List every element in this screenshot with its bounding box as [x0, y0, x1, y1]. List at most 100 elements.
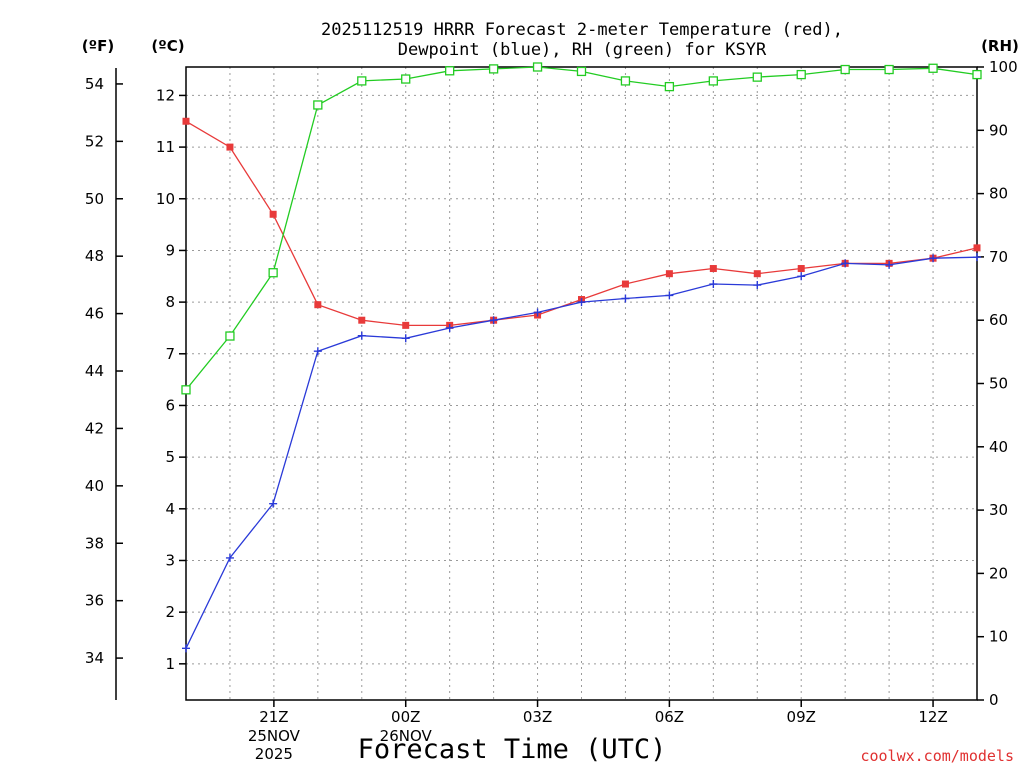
relative-humidity-point — [620, 76, 631, 86]
fahrenheit-tick-label: 34 — [85, 649, 104, 667]
x-tick-label: 06Z — [655, 708, 684, 726]
relative-humidity-point — [225, 331, 235, 341]
2-meter-temperature-point — [226, 143, 234, 151]
relative-humidity-point — [972, 69, 982, 80]
celsius-tick-label: 12 — [156, 86, 175, 104]
fahrenheit-unit-label: (ºF) — [82, 37, 114, 55]
fahrenheit-tick-label: 36 — [85, 592, 104, 610]
fahrenheit-tick-label: 52 — [85, 132, 104, 150]
rh-tick-label: 50 — [989, 375, 1008, 393]
x-tick-label: 03Z — [523, 708, 552, 726]
fahrenheit-tick-label: 42 — [85, 419, 104, 437]
x-axis-label: Forecast Time (UTC) — [358, 734, 667, 765]
rh-unit-label: (RH) — [981, 37, 1019, 55]
2-meter-temperature-point — [314, 301, 322, 309]
grid-layer — [186, 67, 977, 700]
dewpoint-point — [885, 260, 894, 269]
2-meter-temperature-point — [269, 210, 277, 218]
series-layer — [181, 62, 982, 653]
celsius-tick-label: 7 — [165, 345, 175, 363]
fahrenheit-tick-label: 40 — [85, 477, 104, 495]
2-meter-temperature-point — [358, 316, 366, 324]
fahrenheit-tick-label: 50 — [85, 190, 104, 208]
dewpoint-point — [489, 316, 498, 325]
x-tick-year-label: 2025 — [255, 745, 293, 763]
plot-frame — [185, 66, 978, 701]
x-tick-date-label: 25NOV — [248, 727, 301, 745]
relative-humidity-point — [928, 63, 938, 73]
dewpoint-point — [665, 291, 674, 300]
dewpoint-point — [313, 347, 322, 356]
2-meter-temperature-point — [621, 280, 629, 288]
rh-tick-label: 20 — [989, 564, 1008, 582]
axis-layer: 1234567891011123436384042444648505254010… — [85, 58, 1018, 763]
rh-tick-label: 70 — [989, 248, 1008, 266]
relative-humidity-point — [488, 64, 499, 74]
x-tick-label: 12Z — [918, 708, 947, 726]
dewpoint-point — [577, 298, 586, 307]
relative-humidity-point — [796, 69, 806, 80]
rh-tick-label: 0 — [989, 691, 999, 709]
relative-humidity-point — [181, 385, 191, 395]
dewpoint-point — [709, 280, 718, 289]
dewpoint-point — [621, 294, 630, 303]
fahrenheit-tick-label: 54 — [85, 75, 104, 93]
dewpoint-point — [182, 644, 190, 653]
relative-humidity-point — [313, 100, 323, 110]
rh-tick-label: 40 — [989, 438, 1008, 456]
relative-humidity-point — [752, 72, 762, 82]
dewpoint-point — [225, 553, 234, 562]
rh-tick-label: 80 — [989, 185, 1008, 203]
celsius-tick-label: 6 — [165, 396, 175, 414]
dewpoint-point — [401, 334, 410, 343]
relative-humidity-point — [268, 268, 278, 278]
chart-title-line1: 2025112519 HRRR Forecast 2-meter Tempera… — [321, 20, 843, 40]
fahrenheit-tick-label: 38 — [85, 534, 104, 552]
dewpoint-point — [445, 323, 454, 332]
relative-humidity-point — [445, 66, 455, 76]
dewpoint-point — [841, 259, 850, 268]
2-meter-temperature-point — [709, 265, 717, 273]
relative-humidity-point — [884, 64, 894, 75]
relative-humidity-point — [357, 76, 367, 86]
dewpoint-point — [973, 253, 981, 262]
x-tick-label: 09Z — [787, 708, 816, 726]
celsius-tick-label: 10 — [156, 190, 175, 208]
relative-humidity-point — [708, 76, 718, 86]
rh-tick-label: 10 — [989, 628, 1008, 646]
credit-text: coolwx.com/models — [860, 747, 1014, 765]
2-meter-temperature-point — [973, 244, 981, 252]
rh-tick-label: 60 — [989, 311, 1008, 329]
relative-humidity-point — [576, 66, 587, 77]
rh-tick-label: 100 — [989, 58, 1018, 76]
celsius-tick-label: 8 — [165, 293, 175, 311]
2-meter-temperature-point — [402, 321, 410, 329]
2-meter-temperature-point — [182, 117, 190, 125]
celsius-tick-label: 11 — [156, 138, 175, 156]
rh-tick-label: 90 — [989, 121, 1008, 139]
relative-humidity-point — [532, 62, 543, 72]
dewpoint-point — [533, 308, 542, 317]
celsius-tick-label: 3 — [165, 551, 175, 569]
x-tick-label: 21Z — [259, 708, 288, 726]
dewpoint-point — [929, 254, 938, 263]
dewpoint-point — [269, 499, 278, 508]
rh-tick-label: 30 — [989, 501, 1008, 519]
dewpoint-point — [797, 272, 806, 281]
dewpoint-point — [753, 281, 762, 290]
celsius-tick-label: 9 — [165, 241, 175, 259]
2-meter-temperature-point — [665, 270, 673, 278]
chart-title-line2: Dewpoint (blue), RH (green) for KSYR — [398, 40, 767, 60]
relative-humidity-point — [664, 81, 675, 92]
relative-humidity-point — [401, 74, 411, 84]
relative-humidity-point — [840, 64, 850, 75]
celsius-tick-label: 2 — [165, 603, 175, 621]
celsius-tick-label: 5 — [165, 448, 175, 466]
dewpoint-point — [357, 331, 366, 340]
2-meter-temperature-point — [753, 270, 761, 278]
2-meter-temperature-point — [797, 265, 805, 273]
celsius-tick-label: 4 — [165, 500, 175, 518]
x-tick-date-label: 26NOV — [380, 727, 433, 745]
fahrenheit-tick-label: 48 — [85, 247, 104, 265]
